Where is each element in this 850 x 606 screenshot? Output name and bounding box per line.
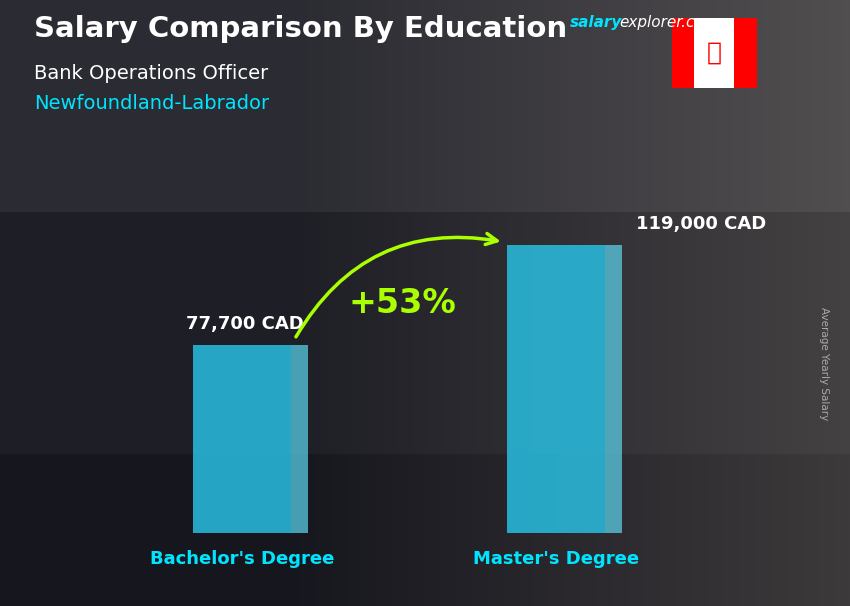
FancyBboxPatch shape [734, 18, 756, 88]
Text: salary: salary [570, 15, 622, 30]
FancyBboxPatch shape [194, 345, 291, 533]
Polygon shape [291, 345, 309, 533]
Polygon shape [604, 245, 622, 533]
Text: Average Yearly Salary: Average Yearly Salary [819, 307, 829, 420]
Text: Bank Operations Officer: Bank Operations Officer [34, 64, 269, 82]
Text: 🍁: 🍁 [706, 41, 722, 65]
FancyBboxPatch shape [672, 18, 694, 88]
Text: 119,000 CAD: 119,000 CAD [636, 215, 767, 233]
Text: 77,700 CAD: 77,700 CAD [186, 315, 304, 333]
FancyBboxPatch shape [672, 18, 756, 88]
Text: +53%: +53% [348, 287, 456, 320]
Text: Newfoundland-Labrador: Newfoundland-Labrador [34, 94, 269, 113]
Text: Salary Comparison By Education: Salary Comparison By Education [34, 15, 567, 43]
FancyBboxPatch shape [507, 245, 604, 533]
Text: explorer.com: explorer.com [619, 15, 718, 30]
